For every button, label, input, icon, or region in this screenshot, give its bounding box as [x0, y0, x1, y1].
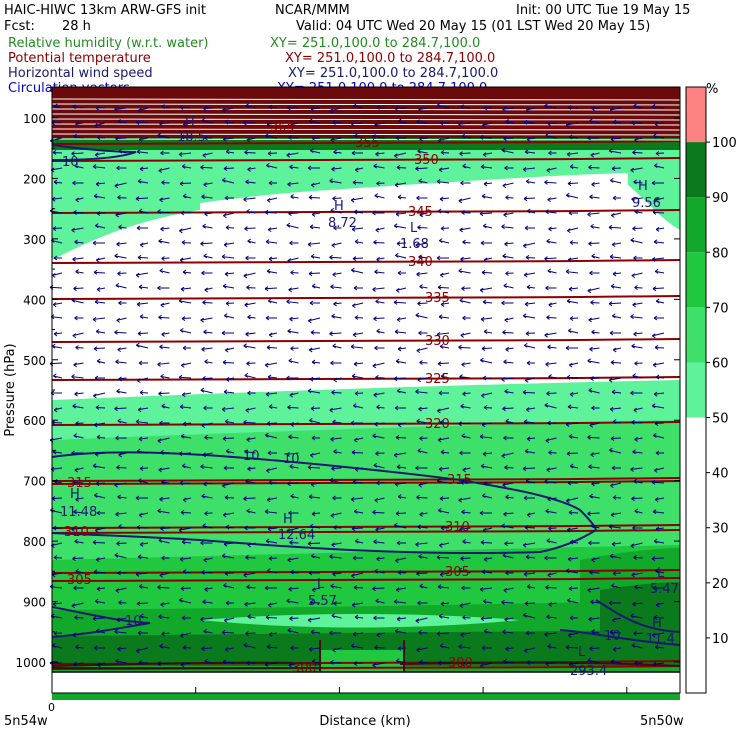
extremum-value: 11.48: [60, 505, 97, 520]
theta-contour-label: 305: [67, 573, 92, 588]
wind-contour-label: 10: [62, 155, 79, 170]
legend-rh-xy: XY= 251.0,100.0 to 284.7,100.0: [270, 36, 480, 51]
theta-contour-label: 350: [414, 153, 439, 168]
colorbar-band: [686, 362, 706, 417]
y-tick-label: 1000: [15, 656, 46, 670]
legend-rh-name: Relative humidity (w.r.t. water): [8, 36, 209, 51]
extremum-value: 18.5: [177, 130, 206, 145]
extremum-value: 1.68: [400, 237, 429, 252]
figure-title: HAIC-HIWC 13km ARW-GFS init: [4, 3, 206, 18]
colorbar-tick-label: 70: [712, 301, 729, 316]
colorbar-band: [686, 418, 706, 693]
y-axis-label: Pressure (hPa): [3, 343, 18, 436]
colorbar-tick-label: 20: [712, 577, 729, 592]
y-tick-label: 100: [23, 112, 46, 126]
theta-contour-label: 365: [270, 120, 295, 135]
x-left-endpoint: 5n54w: [4, 714, 48, 729]
theta-contour-label: 325: [425, 372, 450, 387]
theta-contour-label: 345: [408, 205, 433, 220]
extremum-low-marker: L: [410, 221, 418, 236]
extremum-value: 12.64: [278, 528, 315, 543]
y-tick-label: 900: [23, 596, 46, 610]
colorbar-tick-label: 100: [712, 136, 737, 151]
x-origin-label: 0: [48, 701, 55, 714]
extremum-value: 11.4: [646, 632, 675, 647]
theta-contour-label: 335: [425, 291, 450, 306]
forecast-label: Fcst:: [4, 19, 35, 34]
extremum-value: 5.47: [650, 582, 679, 597]
extremum-low-marker: L: [317, 577, 325, 592]
y-tick-label: 400: [23, 293, 46, 307]
theta-contour-label: 305: [445, 565, 470, 580]
extremum-value: 9.56: [632, 196, 661, 211]
theta-contour-label: 310: [445, 520, 470, 535]
x-right-endpoint: 5n50w: [640, 714, 684, 729]
colorbar-band: [686, 87, 706, 142]
theta-contour-label: 310: [64, 525, 89, 540]
theta-contour-label: 340: [408, 255, 433, 270]
top-theta-band-cover: [52, 87, 680, 96]
init-time: Init: 00 UTC Tue 19 May 15: [516, 3, 690, 18]
colorbar-tick-label: 60: [712, 356, 729, 371]
theta-contour-label: 330: [425, 334, 450, 349]
legend-wind-name: Horizontal wind speed: [8, 66, 153, 81]
y-tick-label: 200: [23, 172, 46, 186]
colorbar-tick-label: 10: [712, 632, 729, 647]
theta-contour-label: 300: [448, 656, 473, 671]
theta-contour-label: 300: [292, 661, 317, 676]
forecast-hours: 28 h: [62, 19, 91, 34]
extremum-value: 8.72: [328, 216, 357, 231]
colorbar-tick-label: 90: [712, 191, 729, 206]
extremum-value: 5.57: [308, 594, 337, 609]
top-theta-band: [52, 96, 680, 138]
center-label: NCAR/MMM: [275, 3, 350, 18]
extremum-high-marker: H: [283, 512, 293, 527]
extremum-low-marker: L: [578, 645, 586, 660]
legend-theta-name: Potential temperature: [8, 51, 151, 66]
extremum-high-marker: H: [70, 487, 80, 502]
theta-contour-label: 315: [447, 473, 472, 488]
colorbar-unit: %: [706, 82, 718, 97]
y-tick-label: 500: [23, 354, 46, 368]
legend-theta-xy: XY= 251.0,100.0 to 284.7,100.0: [285, 51, 495, 66]
colorbar-band: [686, 142, 706, 197]
extremum-high-marker: H: [334, 199, 344, 214]
colorbar-band: [686, 307, 706, 362]
y-tick-label: 600: [23, 414, 46, 428]
wind-contour-label: 10: [243, 449, 260, 464]
extremum-high-marker: H: [638, 179, 648, 194]
extremum-low-marker: L: [657, 566, 665, 581]
colorbar-tick-label: 80: [712, 246, 729, 261]
colorbar-band: [686, 197, 706, 252]
y-tick-label: 300: [23, 233, 46, 247]
theta-contour-label: 355: [355, 136, 380, 151]
extremum-value: 293.4: [570, 664, 607, 679]
colorbar-band: [686, 252, 706, 307]
theta-contour-label: 320: [425, 417, 450, 432]
colorbar-tick-label: 40: [712, 467, 729, 482]
extremum-high-marker: H: [185, 115, 195, 130]
y-tick-label: 800: [23, 535, 46, 549]
colorbar-tick-label: 50: [712, 412, 729, 427]
legend-wind-xy: XY= 251.0,100.0 to 284.7,100.0: [288, 66, 498, 81]
colorbar-tick-label: 30: [712, 522, 729, 537]
extremum-high-marker: H: [652, 616, 662, 631]
y-tick-label: 700: [23, 475, 46, 489]
wind-contour-label: 10: [604, 629, 621, 644]
valid-time: Valid: 04 UTC Wed 20 May 15 (01 LST Wed …: [296, 19, 650, 34]
x-axis-label: Distance (km): [319, 714, 410, 729]
wind-contour-label: 10: [283, 452, 300, 467]
wind-contour-label: 10: [125, 614, 142, 629]
